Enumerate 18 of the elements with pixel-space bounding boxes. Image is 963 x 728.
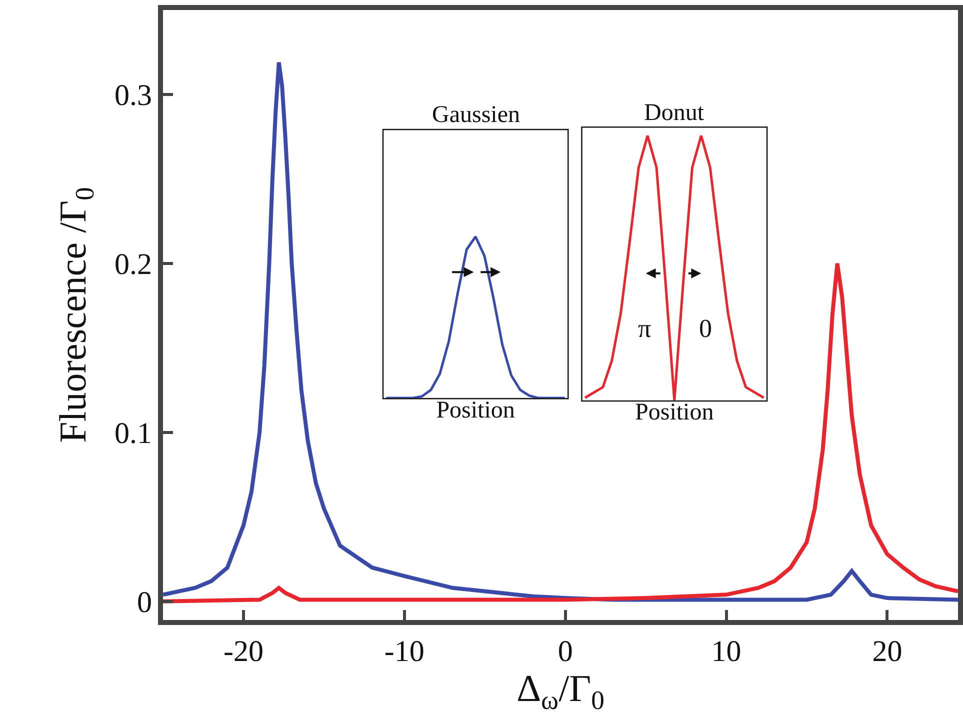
x-axis-title: Position	[436, 397, 515, 424]
y-tick-label: 0.2	[114, 248, 152, 281]
chart-title: Gaussien	[432, 102, 520, 128]
chart-title: Donut	[644, 100, 704, 126]
y-tick-label: 0.3	[114, 78, 152, 112]
annotation: 0	[699, 314, 712, 343]
x-axis-title: Position	[635, 400, 714, 426]
x-tick-label: -10	[384, 635, 424, 668]
y-tick-label: 0.1	[114, 416, 152, 450]
x-tick-label: -20	[223, 635, 264, 668]
line-series	[163, 60, 958, 602]
x-tick-label: 10	[711, 635, 742, 668]
x-tick-label: 0	[558, 635, 573, 668]
line-series	[163, 261, 958, 604]
y-tick-label: 0	[137, 586, 152, 619]
x-tick-label: 20	[872, 635, 902, 668]
x-axis-title: Δ$_{ω}$/Γ$_{0}$	[516, 668, 604, 715]
annotation: π	[638, 314, 652, 343]
